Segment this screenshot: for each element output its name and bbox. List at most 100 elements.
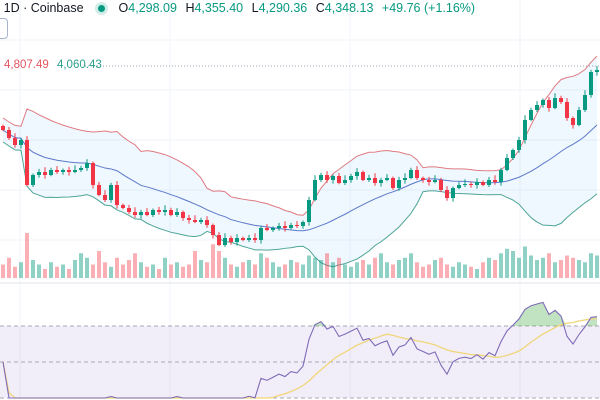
volume-bar: [463, 264, 467, 278]
volume-bar: [211, 244, 215, 278]
volume-bar: [79, 253, 83, 278]
candle-body: [313, 180, 317, 200]
volume-bar: [319, 260, 323, 278]
candle-body: [475, 182, 479, 185]
candle-body: [265, 228, 269, 230]
candle-body: [385, 178, 389, 180]
volume-bar: [367, 264, 371, 278]
candle-body: [349, 176, 353, 180]
symbol-title[interactable]: · 1D · Coinbase: [0, 1, 84, 15]
volume-bar: [181, 266, 185, 278]
volume-bar: [475, 269, 479, 278]
volume-bar: [361, 260, 365, 278]
volume-bar: [187, 264, 191, 278]
candle-body: [211, 225, 215, 235]
volume-bar: [37, 264, 41, 278]
volume-bar: [145, 266, 149, 278]
candle-body: [283, 226, 287, 228]
candle-body: [487, 180, 491, 185]
candle-body: [235, 238, 239, 242]
candle-body: [25, 140, 29, 185]
candle-body: [97, 185, 101, 195]
volume-bar: [157, 269, 161, 278]
candle-body: [271, 228, 275, 230]
volume-bar: [49, 262, 53, 278]
candle-body: [523, 120, 527, 140]
volume-bar: [241, 262, 245, 278]
candle-body: [7, 130, 11, 138]
candle-body: [397, 180, 401, 188]
candle-body: [91, 163, 95, 185]
volume-bar: [331, 262, 335, 278]
volume-bar: [121, 264, 125, 278]
close-value: 4,348.13: [324, 1, 374, 15]
candle-body: [139, 212, 143, 215]
candle-body: [589, 72, 593, 95]
candle-body: [151, 210, 155, 215]
volume-bar: [127, 260, 131, 278]
candle-body: [85, 163, 89, 168]
candle-body: [439, 180, 443, 190]
candle-body: [541, 100, 545, 105]
rsi-overbought-fill: [561, 316, 567, 326]
volume-bar: [439, 257, 443, 278]
candle-body: [199, 220, 203, 222]
volume-bar: [499, 253, 503, 278]
candle-body: [577, 110, 581, 125]
candles: [1, 66, 599, 247]
volume-bar: [193, 251, 197, 278]
volume-bar: [481, 262, 485, 278]
candle-body: [535, 105, 539, 110]
candle-body: [583, 95, 587, 110]
bb-lower-value: 4,060.43: [56, 59, 102, 71]
candle-body: [559, 98, 563, 102]
volume-bar: [217, 251, 221, 278]
rsi-overbought-fill: [555, 310, 561, 326]
candle-body: [433, 180, 437, 182]
volume-bars: [1, 233, 599, 278]
candle-body: [217, 235, 221, 245]
candle-body: [547, 100, 551, 108]
volume-bar: [55, 266, 59, 278]
bb-upper-value: 4,807.49: [4, 59, 49, 71]
volume-bar: [61, 264, 65, 278]
volume-bar: [271, 262, 275, 278]
volume-bar: [487, 257, 491, 278]
high-label: H: [185, 1, 195, 15]
volume-bar: [259, 253, 263, 278]
candle-body: [13, 138, 17, 145]
candle-body: [31, 175, 35, 185]
volume-bar: [457, 262, 461, 278]
volume-bar: [415, 262, 419, 278]
candle-body: [109, 185, 113, 200]
candle-body: [133, 212, 137, 215]
rsi-overbought-fill: [507, 325, 513, 326]
volume-bar: [109, 266, 113, 278]
volume-bar: [517, 257, 521, 278]
candle-body: [553, 98, 557, 108]
volume-bar: [337, 257, 341, 278]
candle-body: [565, 102, 569, 118]
candle-body: [55, 170, 59, 172]
candle-body: [301, 222, 305, 226]
volume-bar: [547, 253, 551, 278]
volume-bar: [277, 266, 281, 278]
low-label: L: [251, 1, 259, 15]
candle-body: [391, 178, 395, 188]
candle-body: [355, 172, 359, 176]
candle-body: [511, 150, 515, 158]
volume-bar: [7, 257, 11, 278]
collapse-legend-button[interactable]: [0, 18, 8, 39]
rsi-overbought-fill: [309, 324, 315, 326]
volume-bar: [295, 262, 299, 278]
volume-bar: [205, 262, 209, 278]
volume-bar: [169, 264, 173, 278]
volume-bar: [445, 264, 449, 278]
candle-body: [421, 178, 425, 180]
candle-body: [19, 140, 23, 145]
candle-body: [343, 180, 347, 183]
candle-body: [517, 140, 521, 150]
candle-body: [289, 225, 293, 228]
